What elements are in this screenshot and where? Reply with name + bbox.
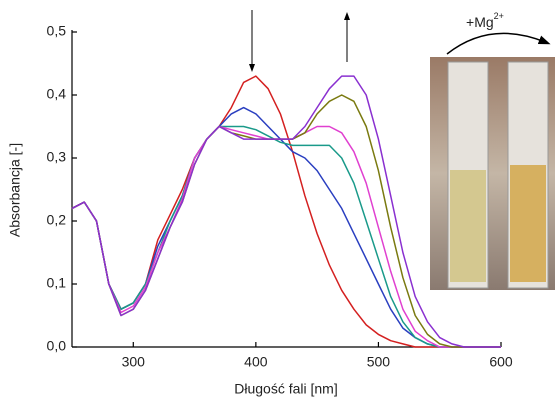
annotation-text: +Mg bbox=[466, 14, 494, 30]
annotation: +Mg2+ bbox=[466, 11, 504, 29]
y-axis-label: Absorbancja [-] bbox=[7, 143, 23, 237]
annotation-sup: 2+ bbox=[494, 11, 504, 21]
y-tick-label: 0,2 bbox=[47, 212, 67, 228]
spectrum-line bbox=[71, 125, 501, 348]
x-tick-label: 300 bbox=[122, 354, 146, 370]
x-tick-label: 400 bbox=[244, 354, 268, 370]
y-tick-label: 0,4 bbox=[47, 86, 67, 102]
y-tick-label: 0,3 bbox=[47, 149, 67, 165]
x-axis-label: Długość fali [nm] bbox=[234, 381, 337, 397]
y-tick-label: 0,1 bbox=[47, 275, 67, 291]
y-tick-label: 0,5 bbox=[47, 23, 67, 39]
x-tick-label: 500 bbox=[367, 354, 391, 370]
x-tick-label: 600 bbox=[489, 354, 513, 370]
y-tick-label: 0,0 bbox=[47, 338, 67, 354]
reaction-arrow bbox=[446, 32, 551, 55]
cuvette-photo bbox=[430, 57, 555, 290]
spectrum-line bbox=[71, 75, 501, 348]
